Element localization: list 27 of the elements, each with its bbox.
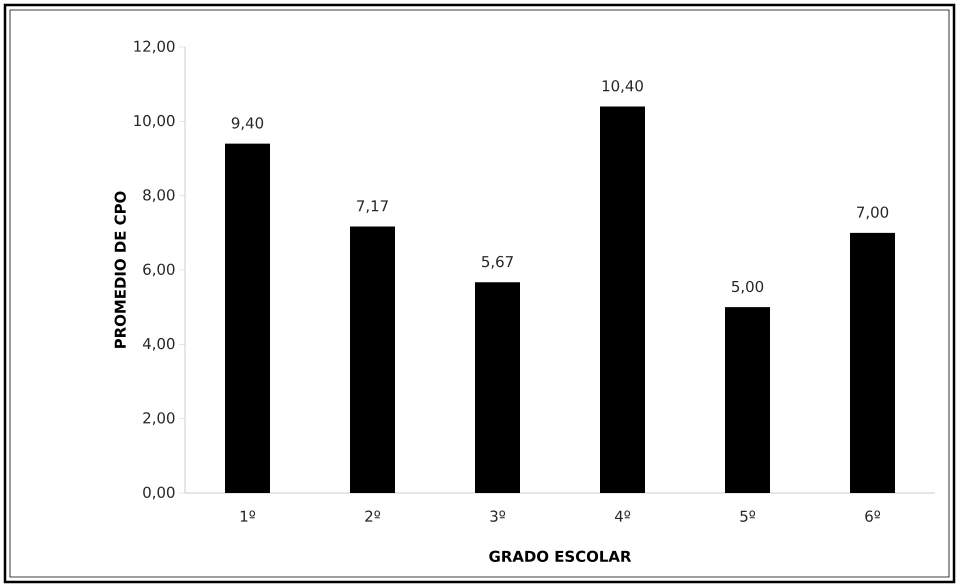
- y-tick-label: 6,00: [143, 264, 174, 276]
- bar: [850, 232, 896, 493]
- x-tick-label: 3º: [490, 510, 506, 522]
- y-tick-label: 12,00: [134, 40, 174, 54]
- y-tick-label: 2,00: [143, 412, 174, 426]
- bar: [225, 144, 270, 493]
- x-tick-label: 2º: [365, 510, 380, 522]
- x-axis-title: GRADO ESCOLAR: [489, 550, 632, 562]
- data-label: 5,00: [732, 280, 764, 294]
- data-label: 7,00: [857, 206, 888, 220]
- x-tick-label: 4º: [614, 510, 630, 522]
- bar: [350, 226, 396, 493]
- bar: [600, 106, 646, 493]
- y-axis-title: PROMEDIO DE CPO: [114, 191, 126, 348]
- y-tick-label: 10,00: [134, 114, 174, 128]
- x-tick-label: 6º: [865, 510, 880, 522]
- data-label: 5,67: [482, 256, 513, 269]
- bar: [725, 307, 770, 493]
- y-tick-label: 8,00: [143, 189, 174, 202]
- x-tick-label: 1º: [240, 510, 256, 522]
- data-label: 9,40: [232, 117, 264, 130]
- y-tick-label: 4,00: [142, 338, 174, 351]
- data-label: 10,40: [602, 80, 643, 93]
- x-tick-label: 5º: [740, 510, 756, 522]
- bar: [475, 282, 520, 493]
- data-label: 7,17: [357, 200, 388, 213]
- y-tick-label: 0,00: [143, 486, 174, 500]
